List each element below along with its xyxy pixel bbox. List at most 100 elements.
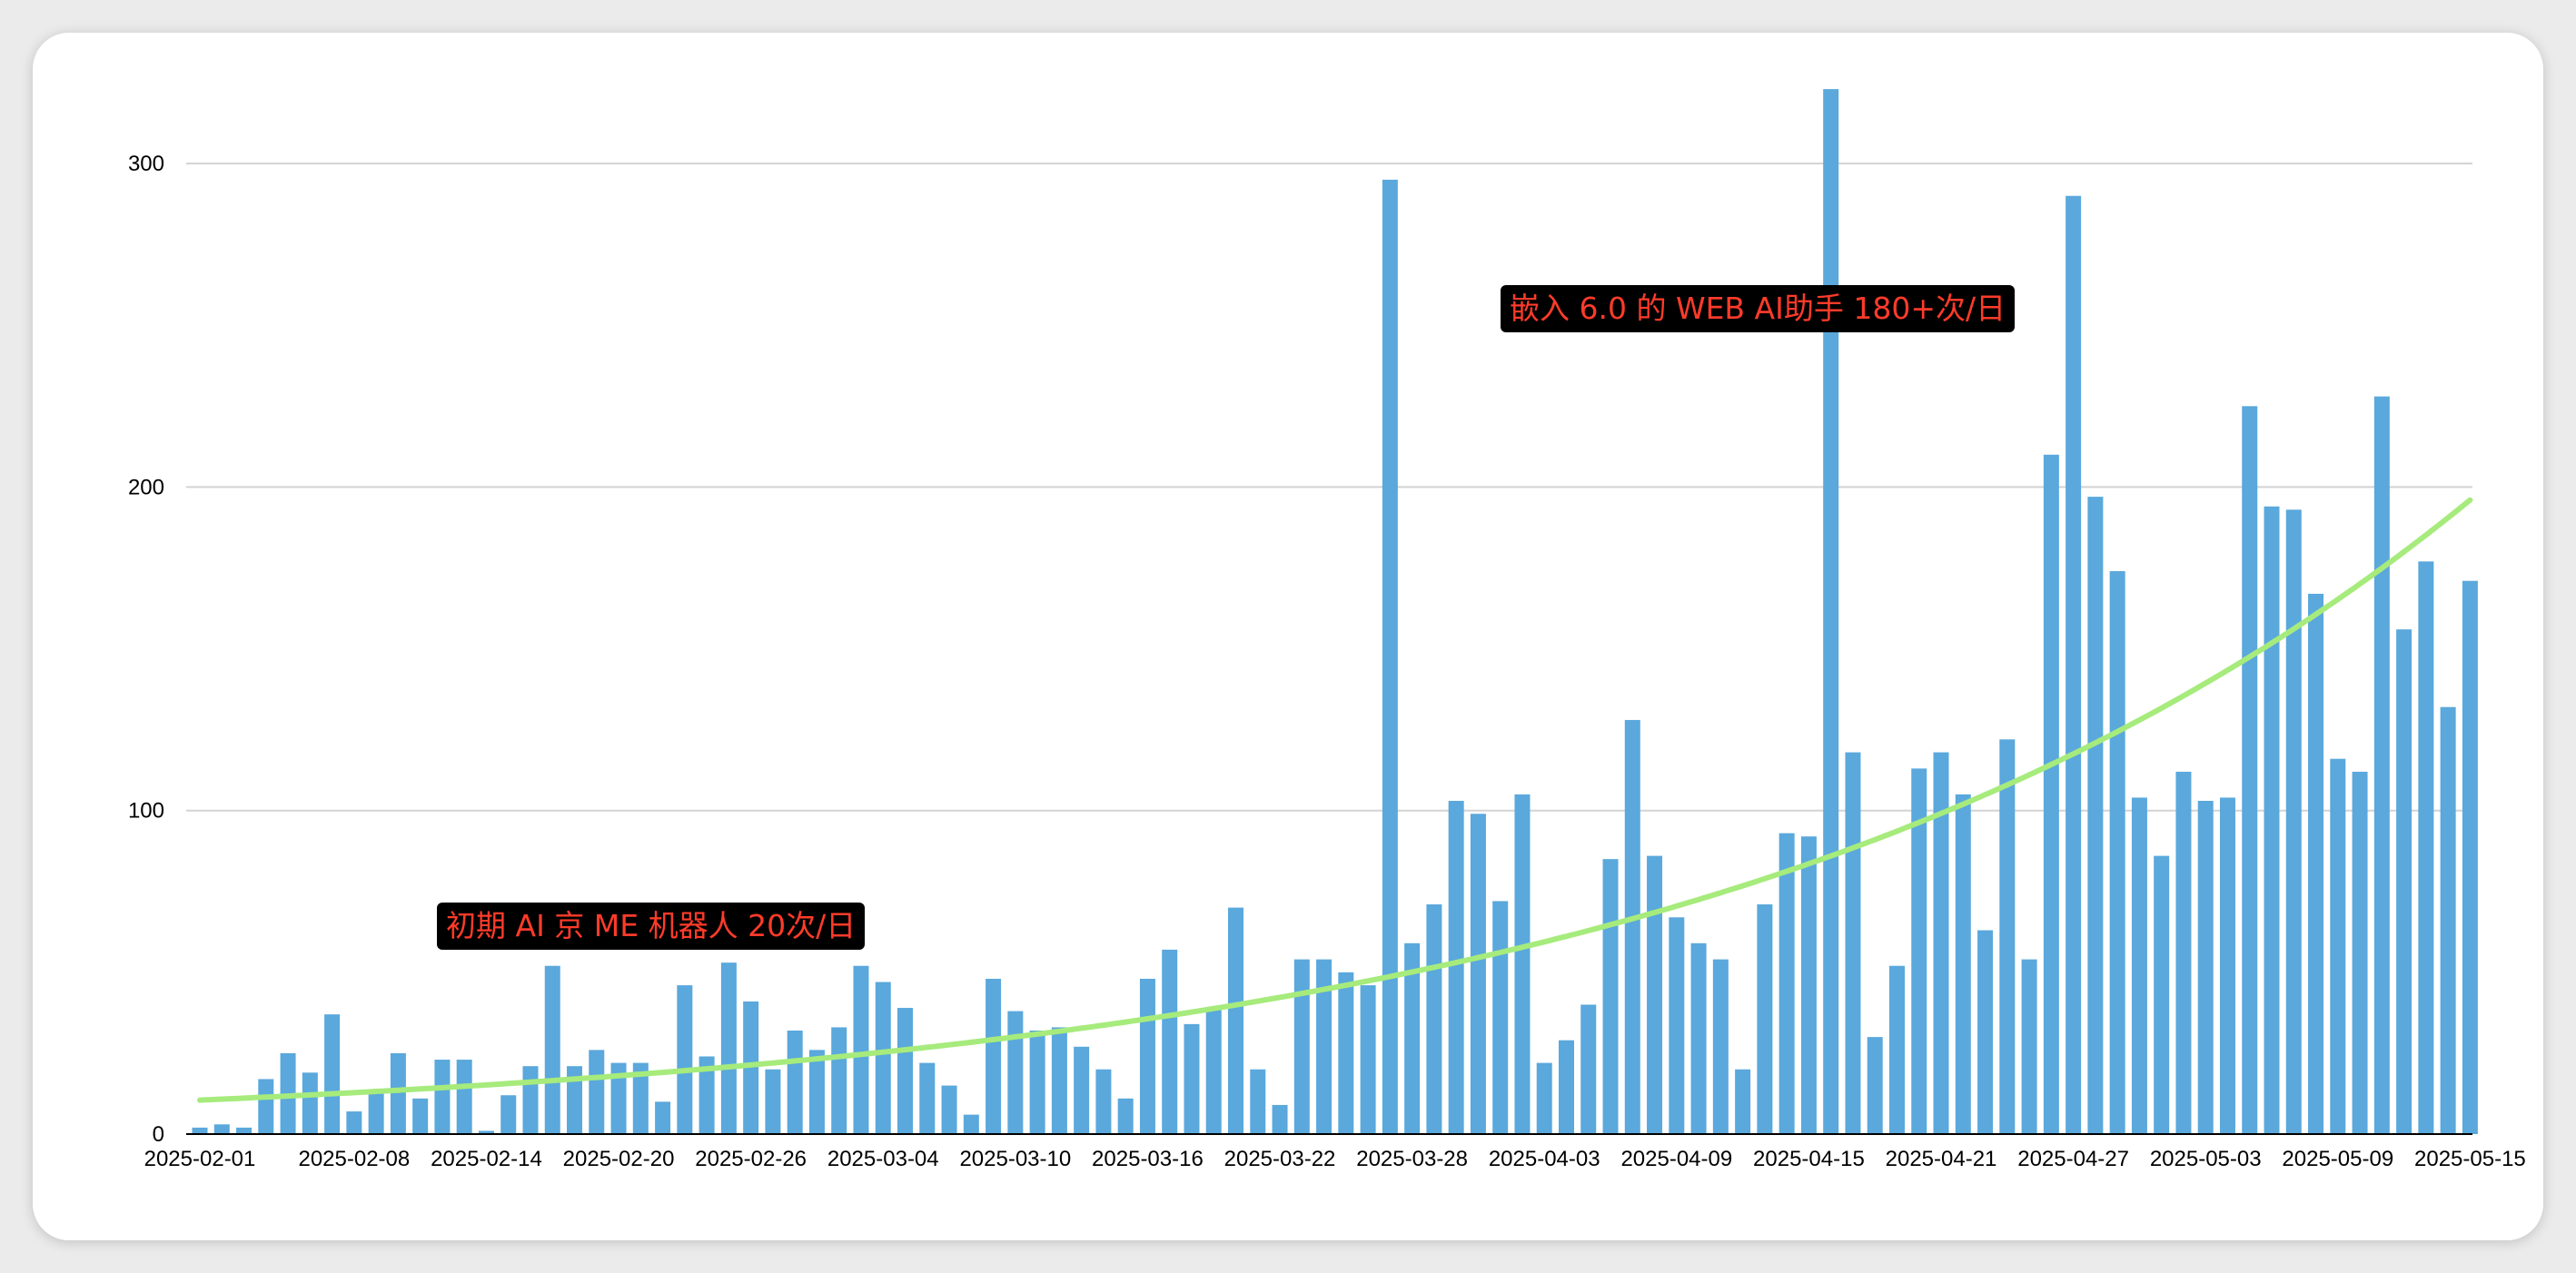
bar [1845,752,1861,1134]
bar [1316,959,1333,1134]
bar [1205,1008,1222,1134]
bar [1867,1037,1883,1134]
bar [2418,561,2434,1134]
bar [743,1001,759,1134]
bar [2264,506,2280,1134]
bar [1492,901,1509,1134]
bar [1074,1046,1090,1134]
bar [1823,89,1839,1134]
y-tick-label: 300 [128,152,164,176]
bar [765,1069,781,1134]
bar [2131,797,2147,1134]
bar [1977,930,1994,1134]
bar [808,1050,825,1134]
bar [720,962,737,1134]
bar [655,1101,671,1134]
bar [1272,1104,1288,1134]
bar [1470,814,1486,1134]
x-tick-label: 2025-03-04 [827,1147,939,1171]
x-tick-label: 2025-04-27 [2017,1147,2129,1171]
bar [1382,179,1398,1134]
bar [941,1085,957,1134]
bar [1580,1004,1597,1134]
bar [897,1008,914,1134]
bar [963,1114,979,1134]
x-tick-label: 2025-05-15 [2414,1147,2526,1171]
bar [1690,942,1707,1134]
bar [434,1060,451,1134]
bar [346,1111,362,1134]
bar [1712,959,1729,1134]
bar [698,1056,715,1134]
bar [2043,454,2059,1134]
bar [1536,1062,1552,1134]
bar [258,1079,274,1134]
bar [2109,571,2125,1134]
bar [236,1127,253,1134]
y-tick-label: 200 [128,475,164,499]
bar [1007,1011,1024,1134]
bar [1117,1098,1134,1134]
bar [1293,959,1310,1134]
x-tick-label: 2025-03-16 [1092,1147,1204,1171]
x-tick-label: 2025-02-26 [695,1147,807,1171]
bar [2396,629,2413,1134]
x-tick-labels: 2025-02-01 2025-02-08 2025-02-14 2025-02-20… [144,1147,2526,1171]
x-tick-label: 2025-04-15 [1753,1147,1865,1171]
bar [2154,855,2170,1134]
bar [2066,195,2082,1135]
bar [302,1072,318,1134]
bar [522,1066,539,1134]
bar [1404,942,1421,1134]
bar [1184,1023,1200,1134]
bar [500,1095,517,1134]
bar [2175,771,2192,1134]
y-tick-labels: 0 100 200 300 [128,152,164,1147]
bar [368,1091,384,1134]
bar [1051,1027,1067,1134]
bar [1514,794,1531,1134]
bar [2219,797,2235,1134]
x-tick-label: 2025-05-09 [2282,1147,2393,1171]
bar [1338,972,1354,1134]
x-tick-label: 2025-02-20 [563,1147,675,1171]
bar [1426,904,1442,1134]
bar [677,985,693,1134]
bar [1800,836,1817,1134]
grid-lines [186,163,2472,812]
bar [192,1127,208,1134]
bar [1360,985,1376,1134]
x-tick-label: 2025-03-22 [1224,1147,1336,1171]
x-tick-label: 2025-03-28 [1356,1147,1468,1171]
bar [2330,758,2346,1134]
bar [2242,406,2258,1134]
bar [2021,959,2037,1134]
y-tick-label: 0 [153,1122,164,1147]
x-tick-label: 2025-05-03 [2150,1147,2262,1171]
trend-line [197,497,2473,1103]
x-tick-label: 2025-02-08 [298,1147,410,1171]
bar [1029,1030,1045,1134]
bar [1911,768,1927,1134]
bar [567,1066,583,1134]
bar [324,1014,341,1134]
bar [1778,833,1795,1134]
bar [1735,1069,1751,1134]
bar [787,1030,803,1134]
bar [1624,719,1640,1134]
x-tick-label: 2025-04-21 [1886,1147,1997,1171]
annotation-initial-bot: 初期 AI 京 ME 机器人 20次/日 [437,903,866,950]
bar [1602,859,1619,1134]
bar [213,1124,230,1134]
bar [1139,978,1155,1134]
bar [1228,907,1244,1134]
bar [1757,904,1773,1134]
bar [2462,580,2478,1134]
bar [919,1062,936,1134]
bar [1933,752,1949,1134]
bar [1250,1069,1266,1134]
bar [1162,949,1178,1134]
bars [192,89,2478,1135]
bar [2197,801,2214,1134]
x-tick-label: 2025-04-03 [1489,1147,1600,1171]
